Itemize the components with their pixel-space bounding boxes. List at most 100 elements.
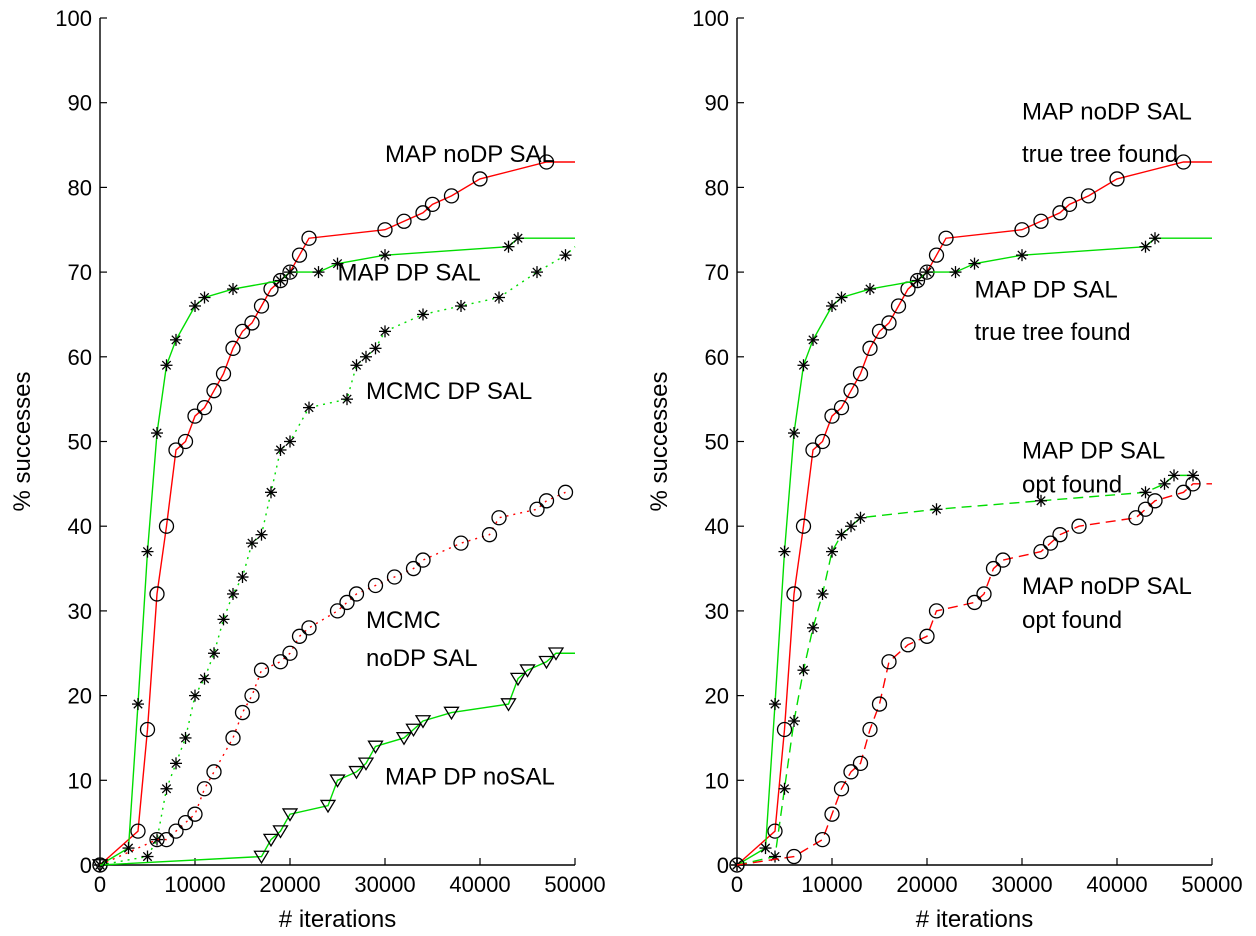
asterisk-stroke (836, 530, 847, 540)
asterisk-stroke (1188, 470, 1198, 481)
data-point-circle (272, 272, 289, 289)
x-tick-label: 30000 (354, 872, 415, 897)
data-point-circle (206, 764, 222, 780)
x-tick-label: 40000 (1086, 872, 1147, 897)
data-point-circle (291, 628, 308, 644)
y-tick-label: 100 (55, 6, 92, 31)
data-point-circle (900, 637, 916, 653)
data-point-asterisk (132, 698, 144, 711)
data-point-asterisk (198, 672, 211, 685)
y-tick-label: 0 (717, 853, 729, 878)
y-tick-label: 60 (68, 345, 92, 370)
series-annotation: MAP noDP SAL (385, 141, 555, 168)
asterisk-stroke (1159, 479, 1170, 489)
asterisk-stroke (779, 546, 790, 557)
y-tick-label: 50 (705, 430, 729, 455)
data-point-circle (557, 484, 574, 500)
data-point-asterisk (170, 757, 182, 770)
asterisk-stroke (228, 589, 238, 599)
data-point-triangle (91, 859, 109, 873)
y-tick-label: 50 (68, 430, 92, 455)
data-point-asterisk (797, 359, 810, 372)
series-annotation: MAP DP SAL (975, 277, 1118, 304)
asterisk-stroke (171, 758, 181, 769)
asterisk-stroke (161, 784, 172, 794)
data-point-circle (814, 433, 831, 450)
data-point-circle (814, 831, 831, 848)
asterisk-stroke (351, 360, 362, 370)
asterisk-stroke (342, 394, 352, 404)
asterisk-stroke (275, 445, 286, 455)
y-tick-label: 10 (705, 768, 729, 793)
asterisk-stroke (494, 292, 504, 303)
x-tick-label: 10000 (164, 872, 225, 897)
asterisk-stroke (798, 665, 809, 675)
asterisk-stroke (171, 335, 181, 345)
data-point-circle (1128, 510, 1144, 526)
data-point-circle (149, 586, 165, 602)
data-point-asterisk (274, 443, 287, 456)
asterisk-stroke (380, 326, 390, 337)
series-annotation: true tree found (975, 319, 1131, 346)
data-point-circle (386, 569, 403, 585)
data-point-circle (244, 687, 260, 704)
data-point-circle (234, 704, 251, 721)
data-point-asterisk (769, 698, 781, 711)
asterisk-stroke (1169, 470, 1179, 481)
data-point-circle (976, 586, 992, 602)
data-point-asterisk (227, 587, 239, 600)
y-tick-label: 90 (68, 91, 92, 116)
data-point-asterisk (265, 486, 277, 499)
data-point-asterisk (759, 842, 772, 855)
series-annotation: opt found (1022, 607, 1122, 634)
asterisk-stroke (285, 267, 295, 277)
x-tick-label: 30000 (991, 872, 1052, 897)
data-point-circle (1052, 527, 1068, 543)
data-point-circle (1109, 171, 1125, 187)
x-axis-label: # iterations (916, 906, 1033, 933)
data-point-circle (776, 721, 793, 738)
data-point-asterisk (921, 266, 933, 279)
data-point-circle (1175, 154, 1192, 170)
left-chart-panel: 0 10 20 30 40 50 60 70 80 90 100 0 10000 20000 30000 40… (9, 6, 606, 933)
data-point-circle (529, 501, 545, 517)
asterisk-stroke (285, 436, 295, 447)
x-tick-label: 0 (94, 872, 106, 897)
x-tick-label: 20000 (896, 872, 957, 897)
data-point-asterisk (141, 850, 154, 863)
data-point-circle (377, 222, 393, 238)
asterisk-stroke (1140, 487, 1151, 497)
y-tick-label: 20 (705, 684, 729, 709)
data-point-circle (833, 781, 850, 797)
data-point-asterisk (341, 393, 353, 406)
data-point-asterisk (769, 850, 781, 863)
series-mcmc-nodp-sal (92, 484, 574, 873)
data-point-asterisk (122, 842, 135, 855)
data-point-asterisk (788, 715, 800, 728)
data-point-circle (862, 721, 878, 738)
asterisk-stroke (846, 521, 856, 531)
asterisk-stroke (808, 335, 818, 345)
data-point-triangle (281, 808, 299, 822)
asterisk-stroke (313, 267, 324, 277)
data-point-asterisk (417, 308, 429, 321)
y-tick-label: 10 (68, 768, 92, 793)
asterisk-stroke (865, 284, 875, 294)
asterisk-stroke (161, 360, 172, 370)
y-tick-label: 30 (68, 599, 92, 624)
asterisk-stroke (503, 242, 514, 252)
asterisk-stroke (142, 851, 153, 862)
data-point-circle (966, 594, 983, 611)
data-point-triangle (367, 740, 384, 754)
y-tick-label: 60 (705, 345, 729, 370)
asterisk-stroke (218, 614, 229, 625)
asterisk-stroke (275, 275, 286, 286)
data-point-asterisk (1035, 494, 1047, 507)
data-point-asterisk (227, 283, 239, 296)
data-point-asterisk (502, 240, 515, 253)
data-point-circle (339, 594, 355, 611)
data-point-triangle (519, 664, 536, 678)
data-point-circle (871, 323, 888, 340)
asterisk-stroke (808, 623, 818, 633)
data-point-circle (843, 383, 859, 399)
